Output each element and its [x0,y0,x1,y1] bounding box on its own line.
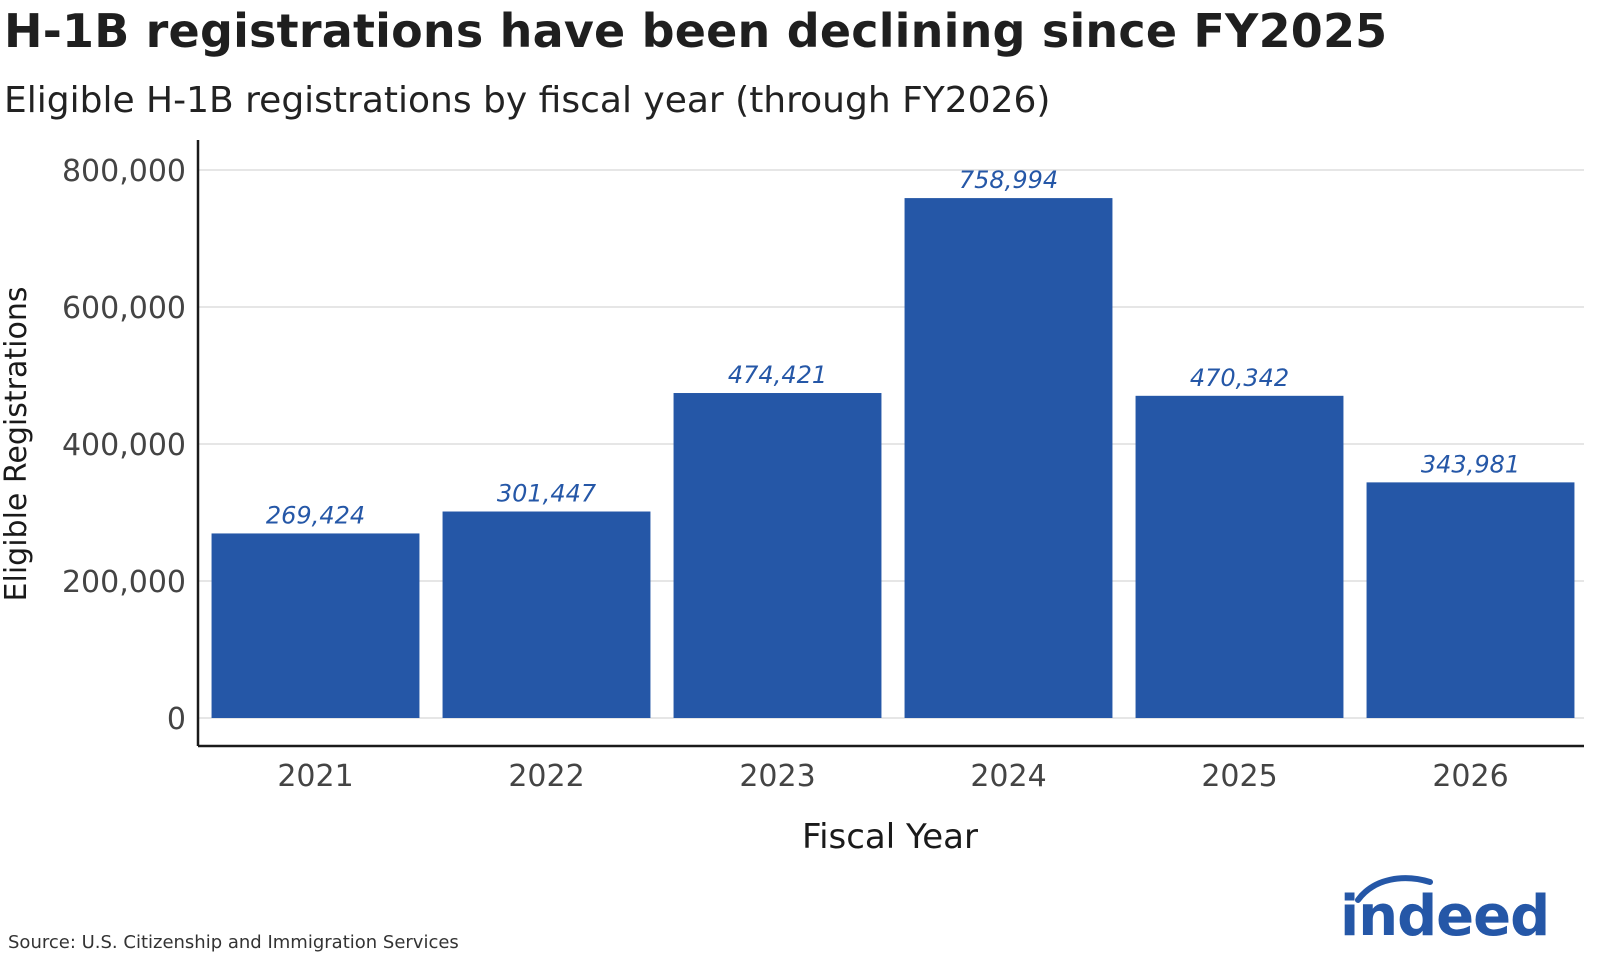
x-tick-label: 2024 [970,759,1046,794]
bar-value-label: 301,447 [497,480,597,508]
chart-title: H-1B registrations have been declining s… [4,4,1388,58]
bar [211,533,420,718]
x-tick-label: 2021 [277,759,353,794]
bar-labels: 269,424 301,447 474,421 758,994 470,342 343,9… [266,166,1520,529]
bar [442,511,651,718]
chart-subtitle: Eligible H-1B registrations by fiscal ye… [4,80,1051,121]
x-tick-label: 2026 [1432,759,1508,794]
y-axis-ticks: 0 200,000 400,000 600,000 800,000 [62,154,186,737]
bar-value-label: 474,421 [728,361,827,389]
y-tick-label: 800,000 [62,154,186,189]
x-tick-label: 2022 [508,759,584,794]
bar [904,198,1113,718]
x-axis-ticks: 2021 2022 2023 2024 2025 2026 [277,759,1508,794]
bar-value-label: 470,342 [1190,364,1289,392]
grid-lines [198,169,1584,719]
x-axis-label: Fiscal Year [802,817,978,857]
y-tick-label: 600,000 [62,291,186,326]
bar [1366,482,1575,718]
indeed-logo: indeed [1340,874,1570,954]
source-note: Source: U.S. Citizenship and Immigration… [8,932,459,953]
bar [673,393,882,718]
logo-arc-icon [1355,875,1433,903]
y-tick-label: 400,000 [62,428,186,463]
y-tick-label: 0 [167,702,186,737]
x-tick-label: 2025 [1201,759,1277,794]
y-tick-label: 200,000 [62,565,186,600]
bar-value-label: 758,994 [959,166,1058,194]
logo-text: indeed [1340,884,1550,949]
bars [211,198,1575,718]
bar-value-label: 343,981 [1421,450,1520,478]
axes [196,140,1584,748]
x-tick-label: 2023 [739,759,815,794]
y-axis-label: Eligible Registrations [0,287,34,602]
bar [1135,395,1344,718]
bar-value-label: 269,424 [266,501,365,529]
